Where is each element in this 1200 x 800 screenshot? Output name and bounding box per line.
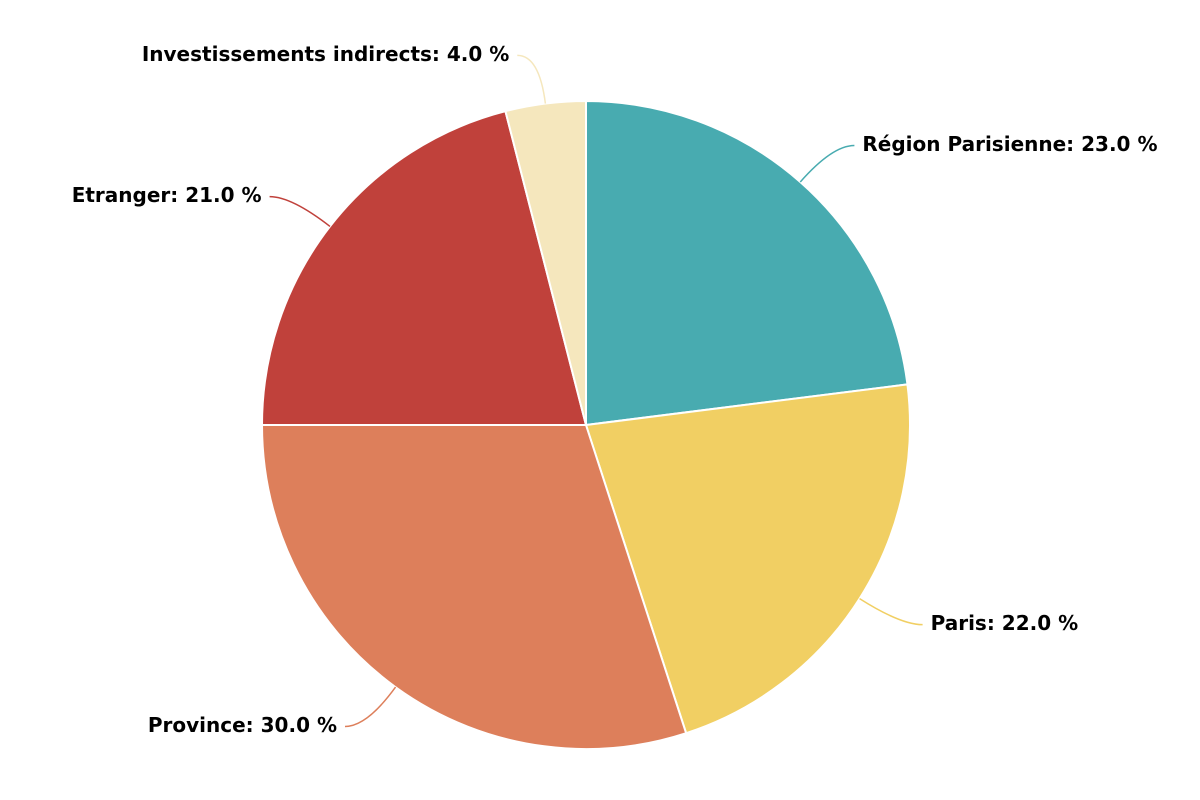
slice-label: Etranger: 21.0 % [72, 183, 262, 207]
leader-line [799, 144, 855, 183]
slice-label: Investissements indirects: 4.0 % [142, 42, 509, 66]
slice-label: Région Parisienne: 23.0 % [862, 132, 1157, 156]
pie-slice [584, 383, 911, 735]
leader-line [269, 195, 331, 228]
leader-line [859, 597, 923, 626]
pie-slice [260, 109, 588, 426]
pie-slice [260, 424, 688, 750]
leader-line [517, 54, 547, 104]
slice-label: Paris: 22.0 % [931, 611, 1079, 635]
leader-line [344, 686, 397, 728]
slice-label: Province: 30.0 % [148, 713, 337, 737]
pie-slice [585, 99, 909, 427]
